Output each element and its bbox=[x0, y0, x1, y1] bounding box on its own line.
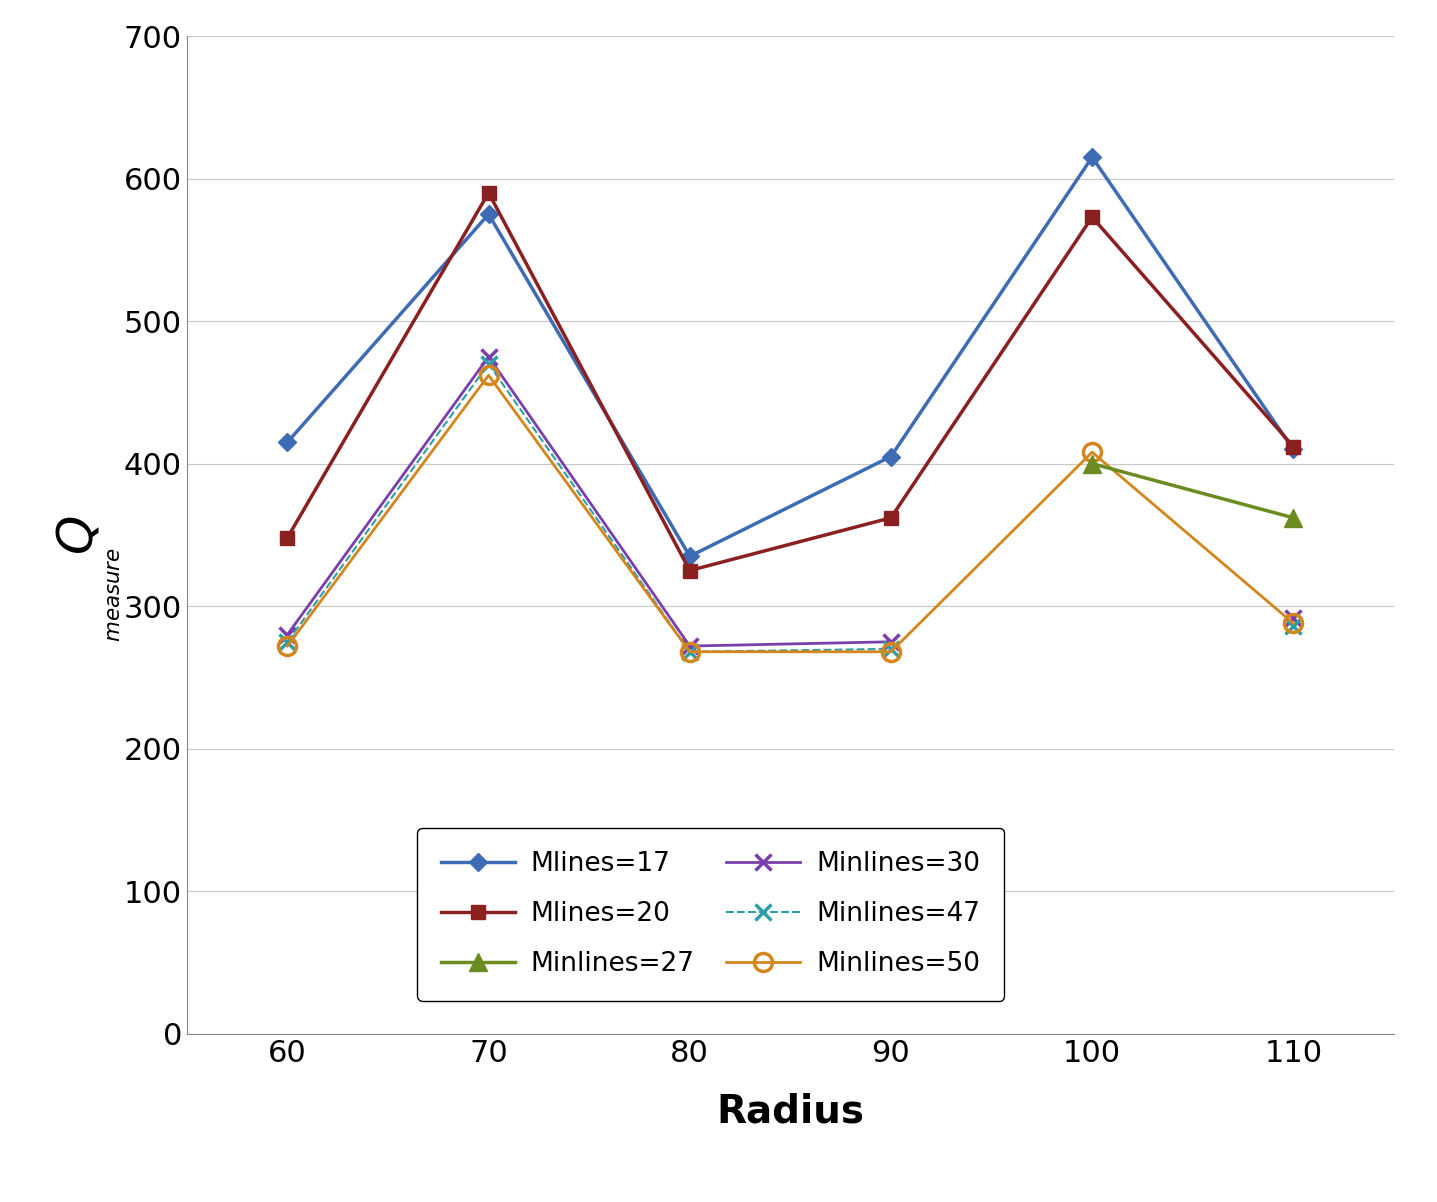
Line: Minlines=50: Minlines=50 bbox=[279, 367, 1302, 661]
Text: $Q$: $Q$ bbox=[55, 516, 102, 554]
Minlines=47 bbox=[882, 642, 900, 656]
Minlines=47 bbox=[279, 635, 296, 649]
Line: Minlines=27: Minlines=27 bbox=[1083, 454, 1302, 526]
Minlines=27 bbox=[1083, 457, 1101, 471]
Minlines=30 bbox=[681, 638, 698, 653]
Mlines=20 bbox=[882, 511, 900, 525]
Line: Minlines=30: Minlines=30 bbox=[279, 349, 1302, 654]
Mlines=17 bbox=[681, 549, 698, 564]
Mlines=20 bbox=[681, 564, 698, 578]
Line: Mlines=17: Mlines=17 bbox=[282, 151, 1299, 563]
Minlines=30 bbox=[279, 627, 296, 642]
Legend: Mlines=17, Mlines=20, Minlines=27, Minlines=30, Minlines=47, Minlines=50: Mlines=17, Mlines=20, Minlines=27, Minli… bbox=[417, 827, 1004, 1000]
Minlines=47 bbox=[681, 644, 698, 659]
Minlines=50 bbox=[1285, 617, 1302, 631]
X-axis label: Radius: Radius bbox=[717, 1093, 864, 1131]
Minlines=50 bbox=[1083, 445, 1101, 459]
Minlines=50 bbox=[882, 644, 900, 659]
Mlines=17 bbox=[480, 207, 497, 221]
Minlines=47 bbox=[1285, 619, 1302, 633]
Mlines=20 bbox=[279, 530, 296, 545]
Line: Minlines=47: Minlines=47 bbox=[279, 356, 1302, 660]
Minlines=30 bbox=[1285, 611, 1302, 625]
Minlines=27 bbox=[1285, 511, 1302, 525]
Mlines=17 bbox=[1083, 150, 1101, 165]
Mlines=17 bbox=[1285, 442, 1302, 457]
Mlines=20 bbox=[1285, 439, 1302, 453]
Minlines=50 bbox=[279, 638, 296, 653]
Minlines=30 bbox=[480, 350, 497, 364]
Minlines=50 bbox=[681, 644, 698, 659]
Text: $_{measure}$: $_{measure}$ bbox=[93, 547, 122, 642]
Minlines=50 bbox=[480, 368, 497, 382]
Mlines=20 bbox=[480, 185, 497, 200]
Mlines=17 bbox=[882, 450, 900, 464]
Mlines=17 bbox=[279, 435, 296, 450]
Minlines=30 bbox=[882, 635, 900, 649]
Minlines=47 bbox=[480, 357, 497, 371]
Line: Mlines=20: Mlines=20 bbox=[280, 186, 1300, 577]
Mlines=20 bbox=[1083, 210, 1101, 225]
